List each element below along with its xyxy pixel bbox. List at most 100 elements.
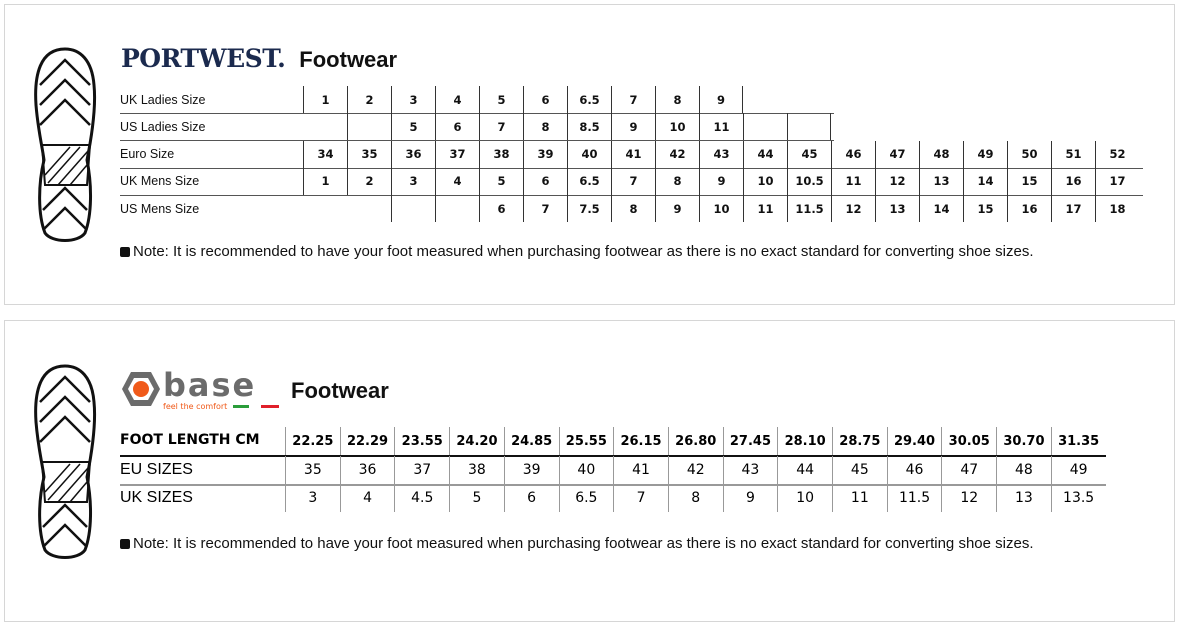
size-cell: 4 [339,484,395,512]
table-row: UK SIZES 3 4 4.5 5 6 6.5 7 8 9 10 11 11.5 12 13 13.5 [120,484,1106,512]
size-cell: 10.5 [787,167,831,195]
size-cell [303,113,347,140]
size-cell: 8 [523,113,567,141]
size-cell: 36 [339,455,395,484]
size-cell: 39 [523,140,567,168]
row-label: UK Mens Size [120,174,200,189]
size-cell: 5 [479,167,523,195]
size-cell: 7 [479,113,523,141]
size-cell: 51 [1051,140,1095,168]
size-cell: 14 [919,195,963,223]
size-cell: 9 [655,195,699,223]
size-cell: 10 [655,113,699,141]
note-icon [120,538,130,549]
size-cell: 9 [722,484,778,512]
size-cell: 9 [699,86,743,113]
size-cell: 35 [285,455,340,484]
table-row: US Ladies Size 5 6 7 8 8.5 9 10 11 [120,113,834,142]
size-cell: 7 [613,484,668,512]
size-cell: 47 [941,455,996,484]
size-cell: 22.29 [339,427,395,455]
size-cell: 48 [919,140,963,168]
shoe-sole-icon [34,47,96,242]
size-cell: 28.75 [832,427,887,455]
base-note: Note: It is recommended to have your foo… [120,535,1033,552]
size-cell: 4 [435,86,479,113]
size-cell: 39 [503,455,559,484]
row-label: EU SIZES [120,460,193,478]
size-cell [347,113,391,141]
size-cell: 11 [743,195,787,223]
size-cell: 27.45 [722,427,778,455]
portwest-panel [4,4,1175,305]
size-cell: 18 [1095,195,1139,223]
size-cell: 26.80 [667,427,723,455]
size-cell: 1 [303,167,347,195]
size-cell: 3 [391,167,435,195]
size-cell: 13 [875,195,919,223]
size-cell: 6 [479,195,523,223]
size-cell [347,195,391,222]
size-cell: 8 [667,484,723,512]
base-hex-icon [122,372,160,406]
size-cell: 45 [832,455,887,484]
size-cell: 12 [875,167,919,195]
size-cell: 11.5 [787,195,831,223]
size-cell: 49 [1050,455,1106,484]
base-logo-text: base [163,366,257,404]
size-cell: 6 [503,484,559,512]
size-cell: 7 [611,86,655,113]
italy-flag-red [261,405,279,408]
size-cell: 6 [523,167,567,195]
size-cell: 44 [777,455,832,484]
size-cell: 46 [886,455,942,484]
size-cell: 4 [435,167,479,195]
base-header: base feel the comfort Footwear [121,366,389,412]
size-cell: 42 [655,140,699,168]
size-cell: 50 [1007,140,1051,168]
size-cell: 23.55 [394,427,449,455]
size-cell: 11.5 [886,484,942,512]
size-cell: 47 [875,140,919,168]
size-cell: 17 [1051,195,1095,223]
size-cell: 31.35 [1050,427,1106,455]
size-cell: 44 [743,140,787,168]
size-cell: 1 [303,86,347,113]
size-cell: 35 [347,140,391,168]
size-cell: 6 [523,86,567,113]
size-cell: 13 [996,484,1051,512]
table-row: US Mens Size 6 7 7.5 8 9 10 11 11.5 12 13 14 15 16 17 1… [120,195,1143,223]
row-label: UK Ladies Size [120,92,206,107]
row-label: Euro Size [120,147,175,162]
size-cell [391,195,435,223]
portwest-logo: PORTWEST. [121,44,286,73]
size-cell: 26.15 [613,427,668,455]
size-cell: 11 [699,113,743,141]
size-cell: 41 [613,455,668,484]
size-cell: 16 [1051,167,1095,195]
row-label: FOOT LENGTH CM [120,432,260,448]
size-cell: 8 [655,167,699,195]
portwest-title: Footwear [299,47,398,72]
base-tagline: feel the comfort [163,402,228,411]
size-cell: 25.55 [558,427,614,455]
table-row: UK Mens Size 1 2 3 4 5 6 6.5 7 8 9 10 10.5 11 12 13 14 15… [120,167,1143,196]
note-text: Note: It is recommended to have your foo… [133,535,1034,552]
size-cell: 52 [1095,140,1139,168]
size-cell [743,113,787,141]
size-cell: 24.85 [503,427,559,455]
size-cell: 5 [449,484,504,512]
size-cell: 11 [831,167,875,195]
base-title: Footwear [291,378,389,403]
size-cell: 9 [611,113,655,141]
size-cell: 49 [963,140,1007,168]
size-cell: 38 [479,140,523,168]
size-cell [303,195,347,222]
size-cell: 8 [611,195,655,223]
size-cell: 10 [777,484,832,512]
size-cell: 17 [1095,167,1139,195]
size-cell: 16 [1007,195,1051,223]
table-row: Euro Size 34 35 36 37 38 39 40 41 42 43 44 45 46 47 48 4… [120,140,1143,169]
size-cell: 43 [699,140,743,168]
row-label: UK SIZES [120,489,193,506]
